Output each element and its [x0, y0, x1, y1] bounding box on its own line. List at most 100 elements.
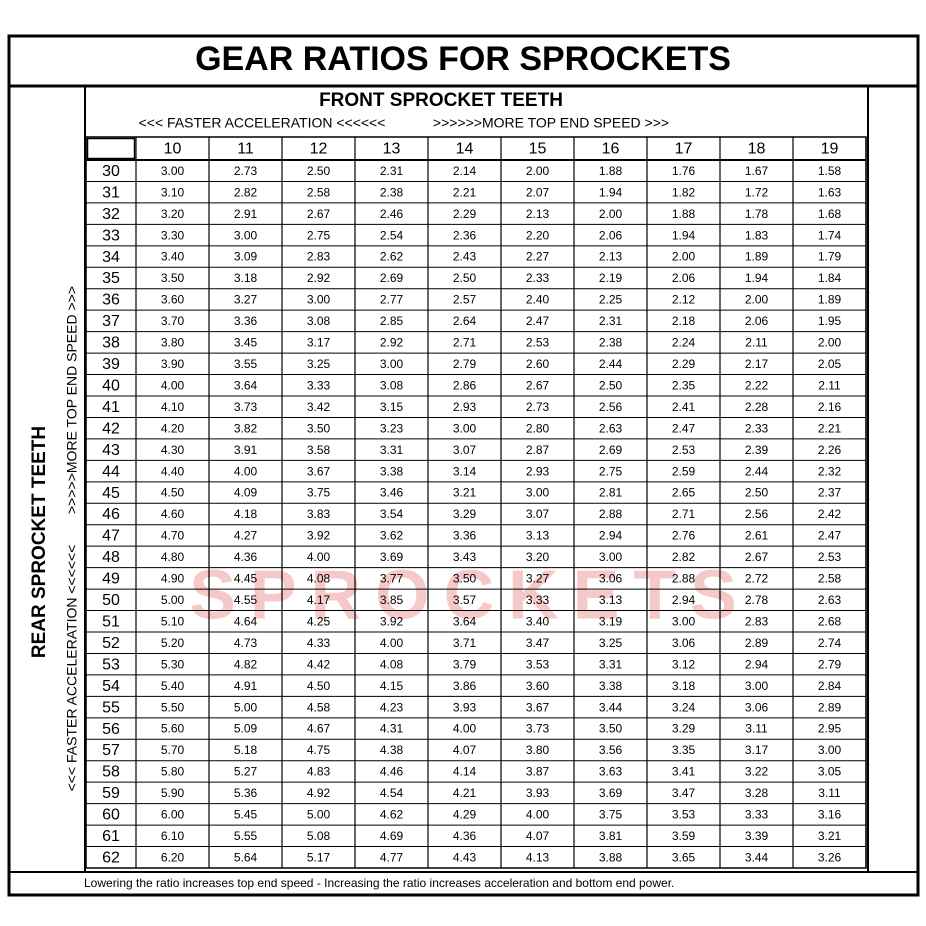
corner-cell — [86, 137, 136, 160]
row-header: 40 — [102, 377, 120, 394]
ratio-cell: 4.27 — [234, 529, 258, 543]
ratio-cell: 2.65 — [672, 486, 696, 500]
ratio-cell: 2.68 — [818, 614, 842, 628]
ratio-cell: 3.56 — [599, 743, 623, 757]
ratio-cell: 2.22 — [745, 378, 769, 392]
ratio-cell: 2.38 — [599, 336, 623, 350]
ratio-cell: 2.88 — [672, 572, 696, 586]
ratio-cell: 4.15 — [380, 679, 404, 693]
ratio-cell: 2.82 — [672, 550, 696, 564]
ratio-cell: 5.00 — [307, 808, 331, 822]
column-header: 19 — [821, 141, 839, 158]
ratio-cell: 4.73 — [234, 636, 258, 650]
ratio-cell: 2.39 — [745, 443, 769, 457]
ratio-cell: 3.67 — [307, 464, 331, 478]
ratio-cell: 4.69 — [380, 829, 404, 843]
column-header: 11 — [237, 141, 254, 158]
ratio-cell: 4.21 — [453, 786, 477, 800]
ratio-cell: 2.31 — [380, 164, 404, 178]
ratio-cell: 1.94 — [672, 228, 696, 242]
ratio-cell: 4.14 — [453, 765, 477, 779]
row-header: 31 — [102, 184, 120, 201]
ratio-cell: 3.77 — [380, 572, 404, 586]
ratio-cell: 2.12 — [672, 293, 696, 307]
ratio-cell: 2.46 — [380, 207, 404, 221]
ratio-cell: 2.71 — [672, 507, 696, 521]
ratio-cell: 2.06 — [672, 271, 696, 285]
ratio-cell: 2.93 — [453, 400, 477, 414]
ratio-cell: 3.40 — [161, 250, 185, 264]
ratio-cell: 2.29 — [453, 207, 477, 221]
ratio-cell: 2.92 — [380, 336, 404, 350]
ratio-cell: 3.20 — [526, 550, 550, 564]
ratio-cell: 4.38 — [380, 743, 404, 757]
ratio-cell: 3.86 — [453, 679, 477, 693]
ratio-cell: 2.05 — [818, 357, 842, 371]
ratio-cell: 4.91 — [234, 679, 258, 693]
ratio-cell: 3.00 — [672, 614, 696, 628]
ratio-cell: 2.29 — [672, 357, 696, 371]
ratio-cell: 3.47 — [526, 636, 550, 650]
row-header: 43 — [102, 442, 120, 459]
ratio-cell: 3.63 — [599, 765, 623, 779]
ratio-cell: 3.36 — [453, 529, 477, 543]
ratio-cell: 3.90 — [161, 357, 185, 371]
ratio-cell: 4.00 — [453, 722, 477, 736]
ratio-cell: 3.00 — [599, 550, 623, 564]
ratio-cell: 3.12 — [672, 657, 696, 671]
ratio-cell: 4.60 — [161, 507, 185, 521]
ratio-cell: 2.50 — [745, 486, 769, 500]
ratio-cell: 4.00 — [161, 378, 185, 392]
ratio-cell: 2.87 — [526, 443, 550, 457]
ratio-cell: 2.73 — [526, 400, 550, 414]
ratio-cell: 1.63 — [818, 185, 842, 199]
ratio-cell: 2.50 — [307, 164, 331, 178]
ratio-cell: 4.36 — [453, 829, 477, 843]
ratio-cell: 4.46 — [380, 765, 404, 779]
row-header: 61 — [102, 828, 120, 845]
ratio-cell: 2.71 — [453, 336, 477, 350]
ratio-cell: 3.79 — [453, 657, 477, 671]
ratio-cell: 2.79 — [818, 657, 842, 671]
row-header: 42 — [102, 420, 120, 437]
ratio-cell: 2.63 — [818, 593, 842, 607]
ratio-cell: 2.21 — [453, 185, 477, 199]
row-header: 60 — [102, 807, 120, 824]
ratio-cell: 3.00 — [380, 357, 404, 371]
ratio-cell: 3.18 — [234, 271, 258, 285]
ratio-cell: 3.00 — [453, 421, 477, 435]
ratio-cell: 3.25 — [599, 636, 623, 650]
ratio-cell: 2.89 — [745, 636, 769, 650]
outer-border — [7, 34, 920, 897]
column-header: 15 — [529, 141, 547, 158]
ratio-cell: 3.50 — [453, 572, 477, 586]
ratio-cell: 5.18 — [234, 743, 258, 757]
ratio-cell: 3.08 — [380, 378, 404, 392]
ratio-cell: 1.76 — [672, 164, 696, 178]
row-header: 35 — [102, 270, 120, 287]
row-header: 55 — [102, 699, 120, 716]
ratio-cell: 1.74 — [818, 228, 842, 242]
ratio-cell: 3.88 — [599, 850, 623, 864]
ratio-cell: 3.54 — [380, 507, 404, 521]
ratio-cell: 5.90 — [161, 786, 185, 800]
ratio-cell: 2.41 — [672, 400, 696, 414]
ratio-cell: 5.10 — [161, 614, 185, 628]
ratio-cell: 3.06 — [599, 572, 623, 586]
ratio-cell: 3.42 — [307, 400, 331, 414]
ratio-cell: 3.70 — [161, 314, 185, 328]
ratio-cell: 2.21 — [818, 421, 842, 435]
ratio-cell: 3.33 — [745, 808, 769, 822]
ratio-cell: 2.32 — [818, 464, 842, 478]
ratio-cell: 3.38 — [380, 464, 404, 478]
ratio-cell: 3.00 — [161, 164, 185, 178]
ratio-cell: 4.43 — [453, 850, 477, 864]
ratio-cell: 3.29 — [453, 507, 477, 521]
ratio-cell: 3.29 — [672, 722, 696, 736]
ratio-cell: 5.55 — [234, 829, 258, 843]
ratio-cell: 3.10 — [161, 185, 185, 199]
ratio-cell: 2.75 — [307, 228, 331, 242]
ratio-cell: 3.11 — [745, 722, 768, 736]
